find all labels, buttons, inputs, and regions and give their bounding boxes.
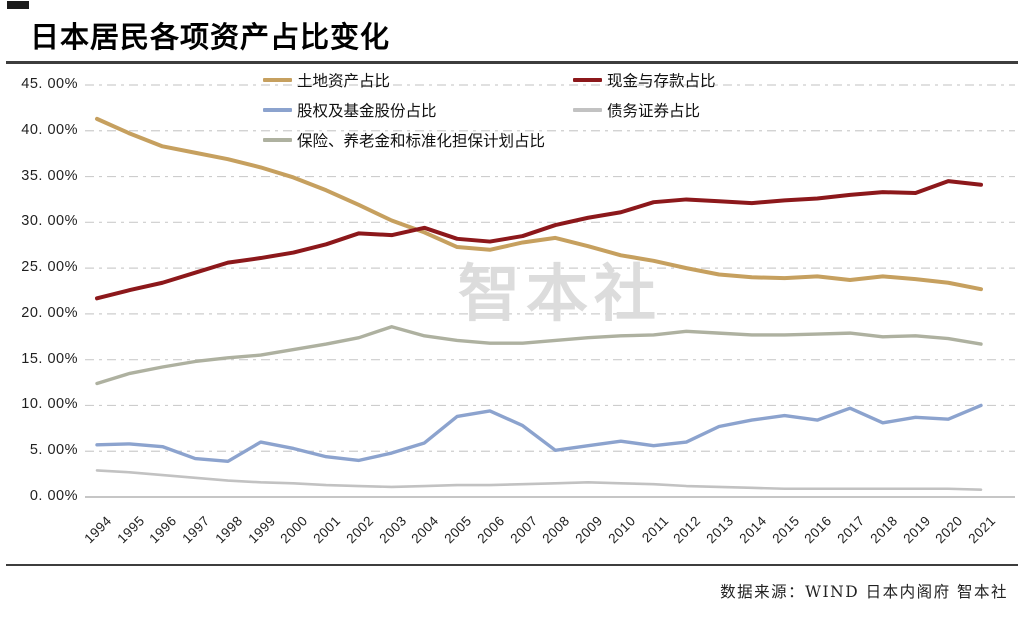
legend-label: 股权及基金股份占比 <box>297 103 437 120</box>
y-tick-label: 25. 00% <box>21 259 78 276</box>
legend-item-1: 现金与存款占比 <box>573 69 716 91</box>
legend-swatch-icon <box>573 108 602 112</box>
y-tick-label: 5. 00% <box>29 442 78 459</box>
bottom-divider-line <box>6 564 1018 566</box>
legend-swatch-icon <box>573 78 602 82</box>
legend-item-4: 保险、养老金和标准化担保计划占比 <box>263 129 545 151</box>
legend-label: 债务证券占比 <box>607 103 701 120</box>
series-line-4 <box>95 325 983 386</box>
series-line-3 <box>95 469 983 491</box>
legend-label: 现金与存款占比 <box>607 73 716 90</box>
top-divider-line <box>6 61 1018 64</box>
chart-title: 日本居民各项资产占比变化 <box>30 22 391 54</box>
y-tick-label: 0. 00% <box>29 488 78 504</box>
y-tick-label: 40. 00% <box>21 121 78 138</box>
series-line-0 <box>95 116 983 292</box>
series-line-1 <box>95 179 983 301</box>
y-tick-label: 15. 00% <box>21 350 78 367</box>
legend-item-3: 债务证券占比 <box>573 99 700 121</box>
legend-swatch-icon <box>263 108 292 112</box>
y-tick-label: 30. 00% <box>21 213 78 230</box>
legend-swatch-icon <box>263 138 292 142</box>
legend-label: 土地资产占比 <box>297 73 391 90</box>
legend-label: 保险、养老金和标准化担保计划占比 <box>297 133 546 150</box>
legend-item-0: 土地资产占比 <box>263 69 390 91</box>
y-tick-label: 10. 00% <box>21 396 78 413</box>
y-tick-label: 35. 00% <box>21 167 78 184</box>
watermark-text: 智本社 <box>458 260 663 329</box>
series-line-2 <box>95 403 983 463</box>
legend-swatch-icon <box>263 78 292 82</box>
data-source-note: 数据来源：WIND 日本内阁府 智本社 <box>720 583 1008 601</box>
screenshot-corner-artifact <box>7 1 29 9</box>
y-tick-label: 45. 00% <box>21 76 78 92</box>
legend-item-2: 股权及基金股份占比 <box>263 99 437 121</box>
y-tick-label: 20. 00% <box>21 304 78 321</box>
